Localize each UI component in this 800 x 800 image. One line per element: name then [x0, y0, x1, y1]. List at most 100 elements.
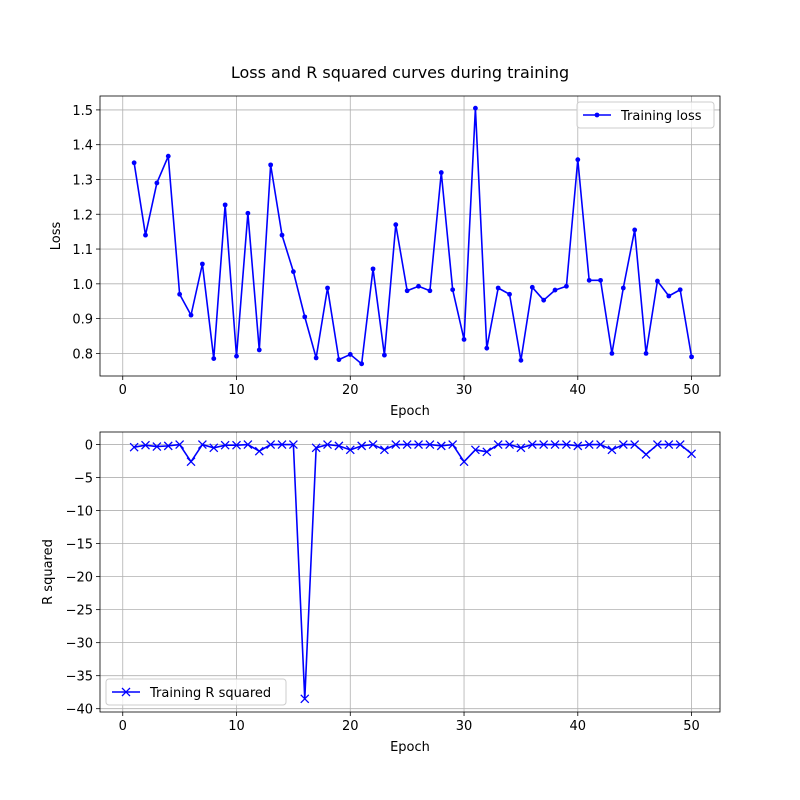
r-squared-chart: 0 10 20 30 40 50 0 −5 −10 −15 −20 −25 −30 −35 −40 Epoch…	[41, 431, 721, 755]
data-point	[402, 440, 412, 450]
data-point	[302, 314, 308, 320]
y-tick-label: −10	[66, 505, 93, 520]
ticks: 0 10 20 30 40 50 0 −5 −10 −15 −20 −25 −30 −35 −40	[66, 439, 700, 734]
x-tick-label: 20	[342, 719, 359, 734]
y-tick-label: −15	[66, 538, 93, 553]
ticks: 0 10 20 30 40 50 0.8 0.9 1.0 1.1 1.2 1.3 1.4 1.5	[72, 104, 700, 398]
data-point	[484, 345, 490, 351]
data-point	[163, 441, 173, 451]
data-point	[268, 162, 274, 168]
loss-chart: 0 10 20 30 40 50 0.8 0.9 1.0 1.1 1.2 1.3 1.4 1.5 Epoch…	[49, 95, 721, 419]
y-tick-label: 1.3	[72, 173, 93, 188]
y-tick-label: 1.0	[72, 278, 93, 293]
data-point	[586, 277, 592, 283]
data-point	[436, 441, 446, 451]
data-point	[527, 440, 537, 450]
data-point	[675, 440, 685, 450]
data-point	[379, 445, 389, 455]
data-point	[370, 266, 376, 272]
legend-box	[576, 101, 715, 129]
axes-frame	[99, 95, 721, 377]
data-point	[677, 287, 683, 293]
data-point	[143, 232, 148, 238]
data-point	[277, 440, 287, 450]
data-point	[607, 445, 617, 455]
y-tick-label: −35	[66, 670, 93, 685]
data-point	[334, 441, 344, 451]
data-point	[573, 441, 583, 451]
data-point	[313, 355, 319, 361]
data-point	[288, 440, 298, 450]
data-point	[609, 350, 615, 356]
series-line	[133, 443, 693, 700]
data-point	[152, 442, 162, 451]
data-point	[539, 440, 549, 450]
data-point	[222, 202, 228, 208]
y-tick-label: 1.5	[72, 104, 93, 119]
data-point	[197, 440, 207, 450]
data-point	[618, 440, 628, 450]
x-tick-label: 10	[228, 719, 245, 734]
data-point	[493, 440, 503, 450]
data-point	[199, 261, 205, 267]
series-training-loss	[131, 105, 694, 367]
y-axis-label: R squared	[41, 539, 56, 605]
legend-marker	[594, 112, 600, 118]
data-point	[470, 445, 480, 455]
data-point	[529, 284, 535, 290]
data-point	[141, 440, 150, 450]
x-tick-label: 0	[119, 383, 127, 398]
data-point	[188, 312, 194, 318]
data-point	[220, 440, 230, 450]
y-tick-label: −40	[66, 703, 93, 718]
data-point	[345, 445, 355, 455]
data-point	[256, 347, 262, 353]
data-point	[482, 447, 492, 457]
x-tick-label: 50	[683, 719, 700, 734]
data-point	[652, 440, 662, 450]
y-tick-label: −20	[66, 571, 93, 586]
data-point	[518, 357, 524, 363]
data-point	[404, 288, 410, 294]
data-point	[641, 449, 651, 459]
y-tick-label: 1.4	[72, 139, 93, 154]
legend-box	[105, 678, 287, 706]
data-point	[234, 353, 239, 359]
y-tick-label: −30	[66, 637, 93, 652]
axes-frame	[99, 431, 721, 713]
x-tick-label: 40	[570, 719, 587, 734]
legend-marker	[121, 687, 131, 697]
y-tick-label: 1.1	[72, 243, 93, 258]
data-point	[336, 357, 342, 363]
data-point	[368, 440, 378, 450]
data-point	[427, 288, 433, 294]
data-point	[550, 440, 560, 450]
data-point	[575, 157, 581, 163]
data-point	[416, 283, 421, 289]
data-point	[359, 361, 365, 367]
data-point	[666, 293, 672, 299]
data-point	[391, 440, 401, 450]
data-point	[266, 440, 276, 450]
data-point	[516, 443, 526, 453]
y-tick-label: 0	[85, 439, 93, 454]
x-tick-label: 30	[456, 719, 473, 734]
data-point	[655, 278, 660, 284]
data-point	[450, 287, 456, 293]
data-point	[552, 287, 558, 293]
data-point	[414, 440, 423, 450]
data-point	[473, 105, 478, 111]
figure-title: Loss and R squared curves during trainin…	[231, 63, 569, 82]
legend-label: Training loss	[620, 109, 702, 124]
legend: Training R squared	[105, 678, 287, 706]
data-point	[209, 443, 219, 453]
grid	[100, 96, 720, 376]
data-point	[541, 297, 547, 303]
data-point	[129, 442, 139, 452]
data-point	[507, 291, 512, 297]
data-point	[243, 440, 253, 450]
grid	[100, 432, 720, 712]
